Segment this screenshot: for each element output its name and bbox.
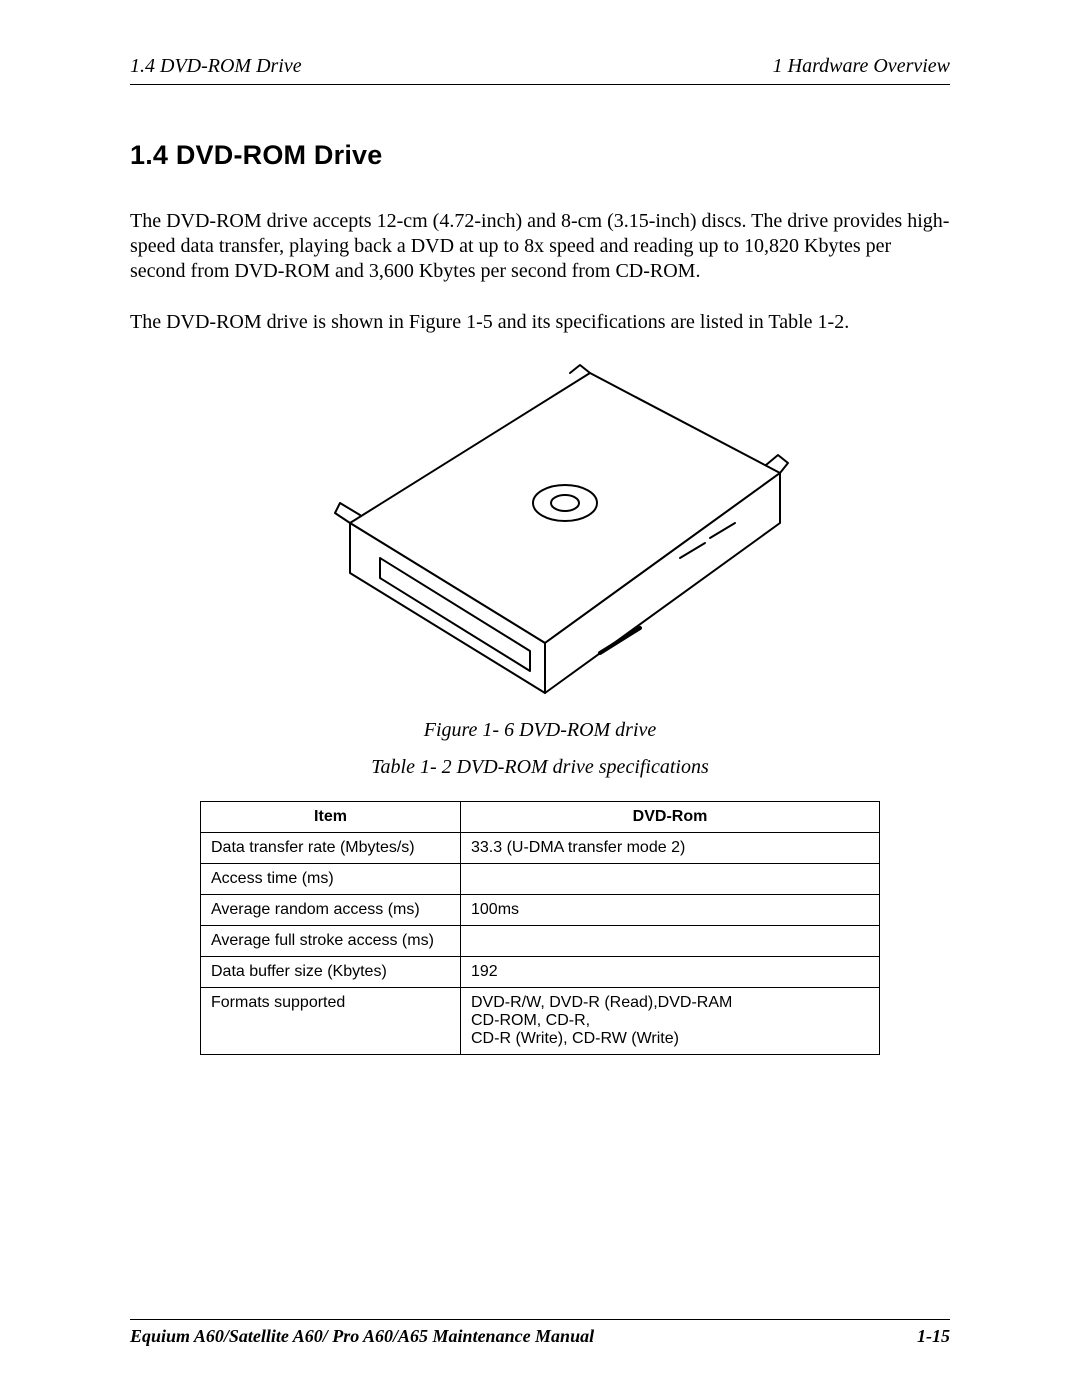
table-row: Average random access (ms)100ms [201, 895, 880, 926]
table-cell-item: Data buffer size (Kbytes) [201, 957, 461, 988]
table-header-item: Item [201, 802, 461, 833]
table-row: Data transfer rate (Mbytes/s)33.3 (U-DMA… [201, 833, 880, 864]
running-head: 1.4 DVD-ROM Drive 1 Hardware Overview [130, 55, 950, 85]
figure-dvd-rom-drive [130, 353, 950, 713]
figure-caption: Figure 1- 6 DVD-ROM drive [130, 719, 950, 742]
dvd-rom-drive-icon [280, 353, 800, 713]
body-paragraph-1: The DVD-ROM drive accepts 12-cm (4.72-in… [130, 209, 950, 284]
footer-left: Equium A60/Satellite A60/ Pro A60/A65 Ma… [130, 1326, 594, 1347]
table-row: Data buffer size (Kbytes)192 [201, 957, 880, 988]
table-cell-item: Average random access (ms) [201, 895, 461, 926]
table-body: Data transfer rate (Mbytes/s)33.3 (U-DMA… [201, 833, 880, 1055]
table-header-row: Item DVD-Rom [201, 802, 880, 833]
table-row: Average full stroke access (ms) [201, 926, 880, 957]
table-cell-value [461, 926, 880, 957]
table-caption: Table 1- 2 DVD-ROM drive specifications [130, 756, 950, 779]
table-cell-value: 100ms [461, 895, 880, 926]
table-cell-item: Access time (ms) [201, 864, 461, 895]
footer-right: 1-15 [917, 1326, 950, 1347]
body-paragraph-2: The DVD-ROM drive is shown in Figure 1-5… [130, 310, 950, 335]
table-cell-value: 192 [461, 957, 880, 988]
spec-table: Item DVD-Rom Data transfer rate (Mbytes/… [200, 801, 880, 1055]
page-content: 1.4 DVD-ROM Drive 1 Hardware Overview 1.… [130, 55, 950, 1347]
table-row: Formats supportedDVD-R/W, DVD-R (Read),D… [201, 988, 880, 1055]
section-title: 1.4 DVD-ROM Drive [130, 140, 950, 171]
table-cell-value: DVD-R/W, DVD-R (Read),DVD-RAM CD-ROM, CD… [461, 988, 880, 1055]
running-head-right: 1 Hardware Overview [773, 55, 950, 78]
page-footer: Equium A60/Satellite A60/ Pro A60/A65 Ma… [130, 1319, 950, 1347]
table-cell-item: Data transfer rate (Mbytes/s) [201, 833, 461, 864]
table-row: Access time (ms) [201, 864, 880, 895]
table-cell-item: Average full stroke access (ms) [201, 926, 461, 957]
table-cell-value: 33.3 (U-DMA transfer mode 2) [461, 833, 880, 864]
table-cell-item: Formats supported [201, 988, 461, 1055]
table-header-value: DVD-Rom [461, 802, 880, 833]
table-cell-value [461, 864, 880, 895]
running-head-left: 1.4 DVD-ROM Drive [130, 55, 302, 78]
